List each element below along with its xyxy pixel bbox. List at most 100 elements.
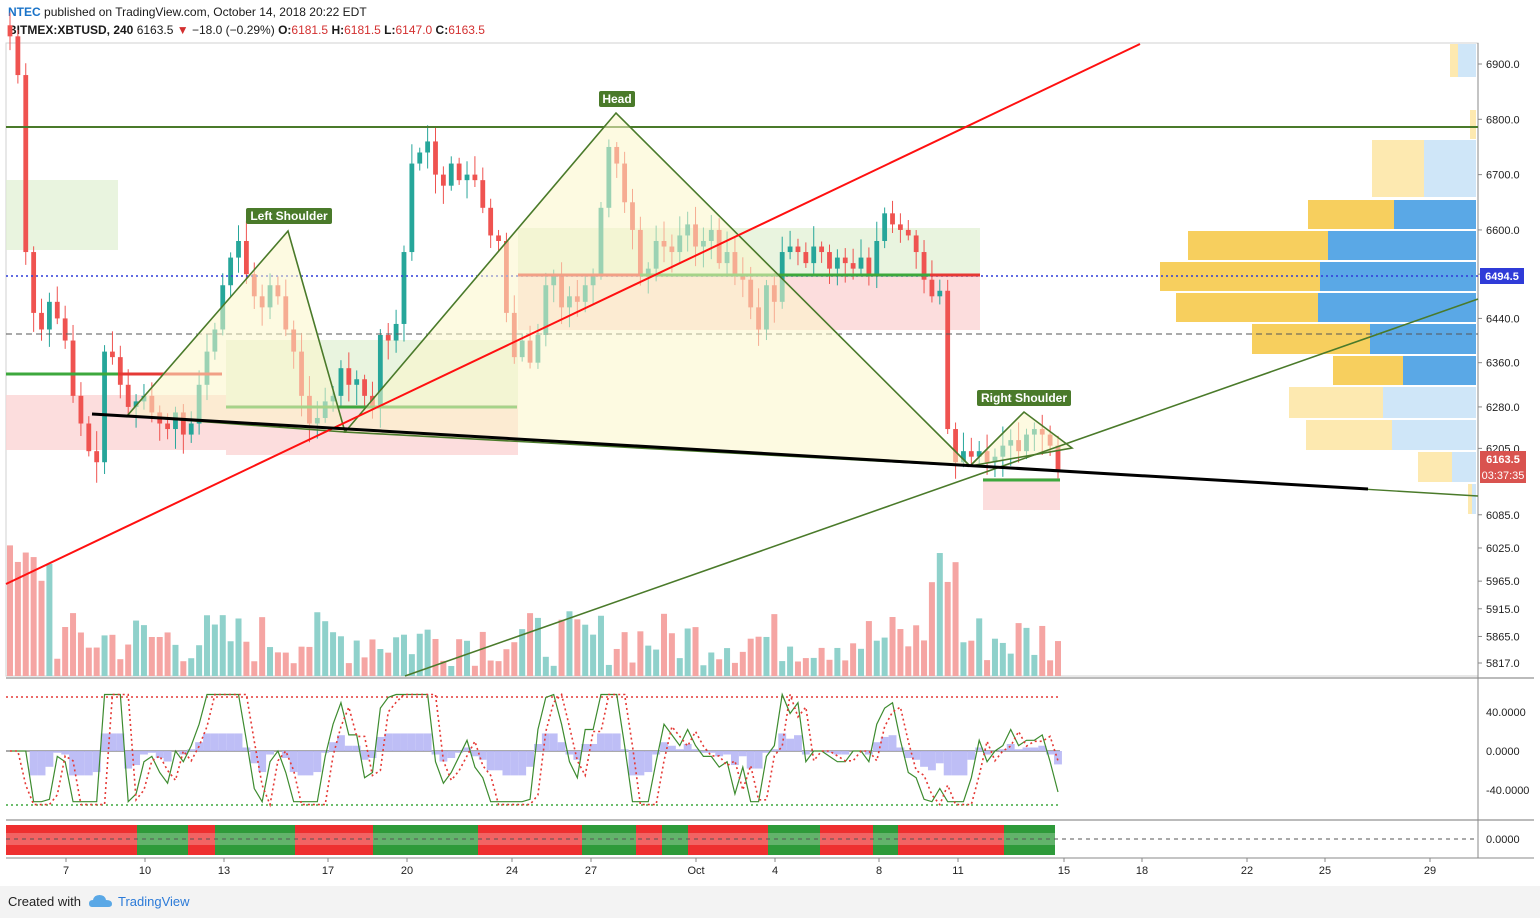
candle-body [94, 451, 100, 463]
osc-hist-bar [691, 749, 700, 751]
price-axis-label: 5817.0 [1486, 658, 1520, 670]
volume-bar [597, 615, 604, 676]
volume-bar [440, 660, 447, 676]
volume-bar [1031, 654, 1038, 676]
osc-d-line [10, 692, 1059, 808]
candle-body [377, 335, 383, 407]
osc-hist-bar [400, 733, 408, 751]
osc-hist-bar [258, 751, 267, 773]
profile-buy-bar [1318, 293, 1476, 322]
osc-hist-bar [699, 751, 708, 753]
volume-bar [984, 660, 991, 676]
osc-hist-bar [620, 749, 629, 751]
volume-bar [991, 638, 998, 676]
right-shoulder-label[interactable]: Right Shoulder [977, 390, 1071, 406]
volume-bar [38, 580, 45, 676]
volume-bar [345, 663, 352, 676]
head-triangle[interactable] [343, 111, 973, 467]
profile-buy-bar [1370, 324, 1476, 354]
price-axis-label: 6900.0 [1486, 59, 1520, 71]
volume-bar [1047, 660, 1054, 676]
volume-bar [125, 644, 132, 676]
volume-bar [590, 634, 597, 676]
high-label: H: [331, 23, 345, 37]
volume-bar [542, 656, 549, 676]
tradingview-brand[interactable]: TradingView [118, 894, 190, 909]
profile-buy-bar [1392, 420, 1476, 450]
osc-hist-bar [1038, 745, 1047, 751]
osc-hist-bar [959, 751, 968, 776]
price-axis-label: 6600.0 [1486, 225, 1520, 237]
osc-hist-bar [927, 751, 936, 771]
volume-bar [235, 618, 242, 676]
volume-bar [400, 634, 407, 676]
time-axis[interactable]: 7 10 13 17 20 24 27 Oct 4 8 11 15 18 22 25 29 [63, 858, 1436, 877]
volume-bar [54, 658, 61, 676]
osc-hist-bar [250, 751, 259, 764]
candle-body [62, 318, 68, 341]
time-axis-label: 13 [218, 865, 230, 877]
candle-body [362, 379, 367, 396]
time-axis-label: 10 [139, 865, 151, 877]
profile-sell-bar [1306, 420, 1392, 450]
osc-hist-bar [1022, 747, 1031, 751]
osc-hist-bar [612, 733, 621, 751]
candle-body [937, 290, 943, 297]
osc-hist-bar [597, 733, 605, 751]
chart-canvas[interactable]: Head Left Shoulder Right Shoulder 6900.0… [0, 0, 1540, 886]
volume-bar [921, 640, 928, 676]
right-shoulder-triangle[interactable] [967, 410, 1074, 468]
volume-bar [101, 635, 108, 676]
volume-bar [534, 617, 541, 676]
volume-bar [676, 658, 683, 676]
left-shoulder-triangle[interactable] [125, 229, 347, 433]
profile-sell-bar [1333, 356, 1403, 385]
osc-hist-bar [108, 733, 117, 751]
osc-hist-bar [770, 749, 779, 751]
osc-hist-bar [833, 751, 842, 755]
volume-bar [645, 645, 652, 676]
chart-header-line2: BITMEX:XBTUSD, 240 6163.5 ▼ −18.0 (−0.29… [8, 23, 485, 37]
red-uptrend-line[interactable] [5, 43, 1141, 585]
osc-hist-bar [313, 751, 322, 773]
osc-hist-bar [447, 751, 456, 759]
volume-bar [684, 628, 691, 676]
candle-body [393, 323, 399, 341]
low-label: L: [384, 23, 396, 37]
left-shoulder-label[interactable]: Left Shoulder [246, 208, 332, 224]
candle-body [858, 257, 864, 269]
candle-body [409, 163, 415, 253]
volume-bar [731, 662, 738, 676]
volume-bar [274, 652, 281, 676]
strip-bull-segment [137, 825, 188, 855]
osc-hist-bar [352, 745, 361, 751]
volume-profile [1160, 44, 1476, 514]
oscillator-axis[interactable]: 40.0000 0.0000 -40.0000 [1486, 707, 1529, 797]
candle-body [165, 423, 170, 430]
volume-bar [85, 647, 92, 676]
osc-hist-bar [494, 751, 503, 771]
strip-bear-segment [820, 825, 873, 855]
profile-buy-bar [1452, 452, 1476, 482]
volume-bar [495, 661, 502, 676]
osc-hist-bar [872, 742, 881, 751]
price-axis[interactable]: 6900.06800.06700.06600.06520.06440.06360… [1478, 59, 1520, 670]
osc-hist-bar [825, 751, 834, 753]
osc-hist-bar [297, 751, 306, 776]
head-label[interactable]: Head [599, 91, 635, 107]
neckline[interactable] [91, 412, 1369, 491]
price-axis-label: 5865.0 [1486, 631, 1520, 643]
osc-hist-bar [707, 751, 716, 753]
green-uptrend-line[interactable] [404, 298, 1479, 677]
volume-bar [889, 617, 896, 676]
osc-hist-bar [738, 751, 747, 757]
osc-hist-bar [226, 733, 235, 751]
profile-buy-bar [1458, 44, 1476, 77]
symbol-label[interactable]: BITMEX:XBTUSD, 240 [8, 23, 134, 37]
osc-hist-bar [266, 751, 274, 755]
volume-bar [77, 632, 84, 676]
volume-bar [211, 624, 218, 676]
volume-bar [834, 647, 841, 676]
publisher-name[interactable]: NTEC [8, 5, 41, 19]
candle-body [448, 163, 454, 186]
